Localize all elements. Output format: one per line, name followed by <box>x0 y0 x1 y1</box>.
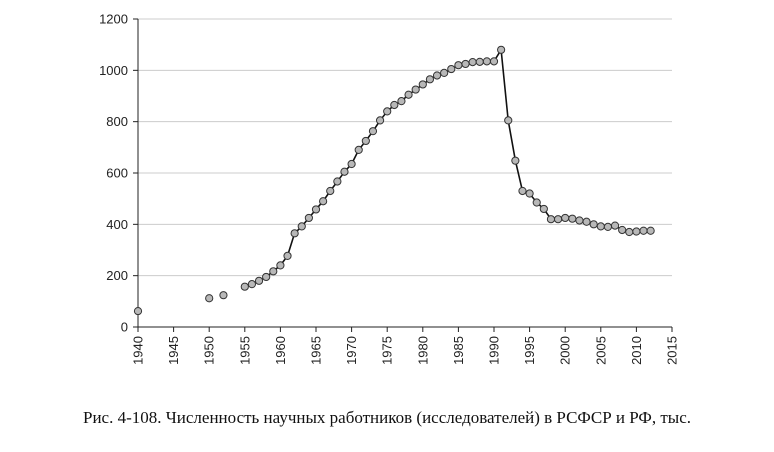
data-point <box>326 186 335 196</box>
data-point <box>440 68 449 78</box>
data-point <box>368 127 378 136</box>
x-tick-label: 1980 <box>415 336 430 365</box>
data-point <box>347 159 356 169</box>
data-point <box>589 220 598 229</box>
data-point <box>618 225 627 235</box>
y-tick-labels: 0 200 400 600 800 1000 1200 <box>99 12 128 335</box>
data-point <box>247 280 257 289</box>
data-point <box>425 75 435 84</box>
series-line-segment <box>500 49 651 233</box>
data-point <box>539 204 548 214</box>
x-tick-label: 1970 <box>344 336 359 365</box>
data-point <box>354 145 363 154</box>
data-point <box>482 57 491 66</box>
data-point <box>575 216 584 225</box>
y-tick-label: 0 <box>121 320 128 335</box>
data-point <box>311 205 321 214</box>
data-point <box>632 227 641 236</box>
x-tick-labels: 1940 1945 1950 1955 1960 1965 1970 1975 1980 1985… <box>131 336 680 365</box>
data-point <box>447 64 456 74</box>
data-point <box>390 100 399 110</box>
data-point <box>219 291 228 300</box>
y-tick-label: 800 <box>106 114 128 129</box>
data-point <box>610 221 620 230</box>
data-point <box>290 229 299 238</box>
data-point <box>133 306 143 316</box>
data-point <box>625 227 634 237</box>
y-tick-label: 1000 <box>99 63 128 78</box>
data-point <box>561 213 570 223</box>
x-tick-label: 1950 <box>202 336 217 365</box>
data-point <box>532 198 541 207</box>
y-tick-label: 400 <box>106 217 128 232</box>
series-line <box>244 49 651 288</box>
data-point <box>596 222 605 231</box>
data-point <box>418 80 427 89</box>
x-tick-label: 1965 <box>309 336 324 365</box>
data-point <box>397 97 406 106</box>
data-point <box>319 197 328 206</box>
data-point <box>205 294 214 303</box>
x-tick-label: 1975 <box>380 336 395 365</box>
data-point <box>646 226 655 235</box>
data-point <box>333 177 342 186</box>
data-point <box>240 282 249 291</box>
x-tick-label: 1985 <box>451 336 466 365</box>
data-point <box>525 189 534 198</box>
data-point <box>283 251 292 261</box>
data-point <box>304 213 313 223</box>
data-point <box>361 136 370 146</box>
data-point <box>262 272 271 282</box>
data-points <box>133 45 655 316</box>
x-tick-label: 1940 <box>131 336 146 365</box>
data-point <box>475 57 484 66</box>
data-point <box>511 156 520 165</box>
x-tick-label: 1955 <box>237 336 252 365</box>
data-point <box>568 214 577 223</box>
grid-lines <box>138 18 672 277</box>
data-point <box>468 58 477 67</box>
data-point <box>411 85 420 94</box>
y-tick-label: 1200 <box>99 12 128 27</box>
data-point <box>254 276 264 285</box>
x-tick-label: 1945 <box>166 336 181 365</box>
data-point <box>404 90 413 99</box>
axes <box>133 18 673 332</box>
data-point <box>383 107 392 116</box>
data-point <box>553 215 563 224</box>
data-point <box>518 186 527 196</box>
data-point <box>340 167 349 176</box>
y-tick-label: 600 <box>106 166 128 181</box>
data-point <box>504 116 513 125</box>
data-point <box>639 226 648 235</box>
data-point <box>375 116 385 125</box>
data-point <box>582 217 591 226</box>
x-tick-label: 2015 <box>665 336 680 365</box>
data-point <box>432 71 442 80</box>
y-tick-label: 200 <box>106 268 128 283</box>
series-line-segment <box>244 49 502 288</box>
data-point <box>276 261 285 270</box>
data-point <box>546 215 556 224</box>
data-point <box>269 267 278 276</box>
data-point <box>497 45 506 54</box>
x-tick-label: 1990 <box>487 336 502 365</box>
x-tick-label: 1960 <box>273 336 288 365</box>
figure-caption: Рис. 4-108. Численность научных работник… <box>82 408 691 427</box>
x-tick-label: 2000 <box>558 336 573 365</box>
x-tick-label: 2010 <box>629 336 644 365</box>
data-point <box>603 222 613 231</box>
data-point <box>454 61 463 70</box>
data-point <box>461 59 470 69</box>
x-tick-label: 2005 <box>593 336 608 365</box>
data-point <box>489 57 499 66</box>
x-tick-label: 1995 <box>522 336 537 365</box>
data-point <box>297 222 306 231</box>
